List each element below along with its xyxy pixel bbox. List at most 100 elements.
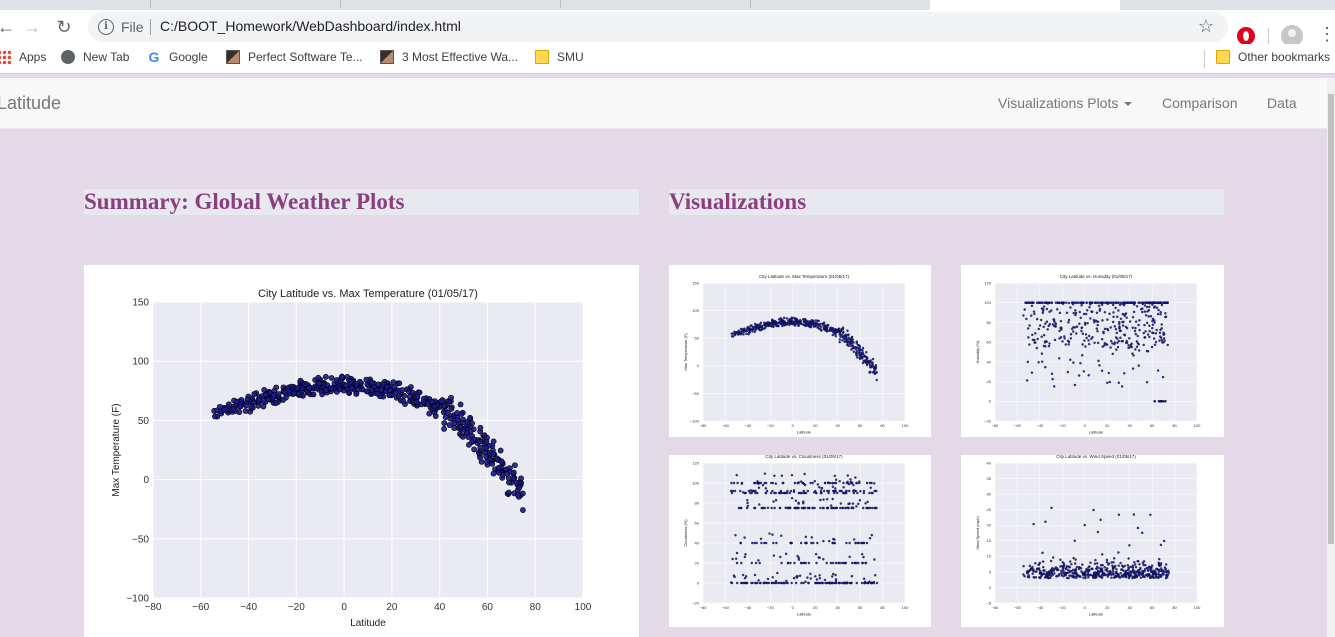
bookmark-effective-ways[interactable]: 3 Most Effective Wa... [380,50,518,64]
address-bar[interactable]: i File C:/BOOT_Homework/WebDashboard/ind… [88,12,1228,42]
data-point [1101,572,1105,575]
other-bookmarks[interactable]: Other bookmarks [1216,50,1330,64]
bookmark-google[interactable]: G Google [147,50,208,64]
thumb-temperature-plot[interactable]: −80 −60 −40 −20 0 20 40 60 80 100 −100 −50 0 50 100 150… [669,265,931,437]
data-point [859,489,862,493]
reload-icon[interactable]: ↻ [56,17,72,37]
data-point [431,403,438,410]
data-point [1131,566,1134,569]
thumb-humidity-plot[interactable]: −80 −60 −40 −20 0 20 40 60 80 100 −20 0 20 40 60 80 100 1… [961,265,1224,437]
data-point [810,536,813,539]
data-point [1031,333,1034,337]
data-point [1121,324,1125,327]
nav-visualizations-dropdown[interactable]: Visualizations Plots [998,95,1133,111]
data-point [814,581,817,585]
data-point [742,333,745,336]
profile-avatar-icon[interactable] [1281,25,1303,47]
thumb-cloudiness-plot[interactable]: −80 −60 −40 −20 0 20 40 60 80 100 −20 0 20 40 60 80 100 1… [669,454,931,627]
data-point [865,351,868,354]
data-point [1148,335,1151,339]
data-point [754,324,758,328]
data-point [753,573,757,577]
data-point [780,561,783,565]
data-point [1100,303,1104,306]
data-point [1157,572,1160,576]
data-point [769,321,772,325]
bookmark-smu[interactable]: SMU [535,50,584,64]
bookmark-apps[interactable]: Apps [0,50,46,64]
data-point [1103,327,1107,331]
data-point [1069,574,1073,577]
y-tick-label: 150 [692,280,699,285]
data-point [751,489,754,493]
data-point [1162,331,1165,334]
bookmark-perfect-software[interactable]: Perfect Software Te... [226,50,363,64]
data-point [1106,570,1109,573]
data-point [1085,301,1088,304]
data-point [785,581,788,585]
data-point [732,481,736,485]
data-point [868,361,871,365]
data-point [1121,320,1124,324]
data-point [1145,381,1149,384]
thumb-wind-plot[interactable]: −80 −60 −40 −20 0 20 40 60 80 100 −5 0 5 10 15 20 25 30 35… [961,454,1224,627]
page-scrollbar[interactable] [1327,78,1335,637]
data-point [852,491,856,495]
data-point [1164,312,1167,315]
data-point [1061,340,1064,343]
thumb-temperature-panel[interactable]: −80 −60 −40 −20 0 20 40 60 80 100 −100 −50 0 50 100 150… [669,265,931,437]
data-point [785,579,788,583]
data-point [1160,327,1163,330]
data-point [1119,317,1123,320]
thumb-wind-panel[interactable]: −80 −60 −40 −20 0 20 40 60 80 100 −5 0 5 10 15 20 25 30 35… [961,454,1224,627]
data-point [1071,571,1074,575]
data-point [764,487,768,490]
data-point [819,506,822,510]
data-point [510,475,517,482]
data-point [1127,566,1130,569]
back-icon[interactable]: ← [0,17,15,37]
cube-icon [226,50,240,64]
bookmark-star-icon[interactable]: ☆ [1197,16,1214,36]
data-point [1050,309,1053,312]
thumb-cloudiness-panel[interactable]: −80 −60 −40 −20 0 20 40 60 80 100 −20 0 20 40 60 80 100 1… [669,454,931,627]
data-point [1090,567,1093,571]
data-point [1133,329,1137,333]
scrollbar-thumb[interactable] [1328,94,1334,544]
opera-extension-icon[interactable] [1237,27,1255,45]
more-menu-icon[interactable]: ⋮ [1318,24,1335,44]
info-icon[interactable]: i [98,19,114,35]
y-tick-label: 0 [697,580,700,585]
x-tick-label: 0 [1084,423,1087,428]
data-point [1159,543,1163,547]
active-tab[interactable] [930,0,1120,10]
data-point [1115,348,1118,351]
data-point [819,489,823,493]
x-axis-label: Latitude [797,429,812,434]
data-point [1040,307,1044,310]
data-point [864,361,867,364]
thumb-humidity-panel[interactable]: −80 −60 −40 −20 0 20 40 60 80 100 −20 0 20 40 60 80 100 1… [961,265,1224,437]
address-url[interactable]: C:/BOOT_Homework/WebDashboard/index.html [160,18,461,34]
data-point [1151,301,1154,304]
data-point [1139,576,1143,579]
data-point [1096,565,1099,568]
data-point [802,489,805,493]
nav-comparison[interactable]: Comparison [1162,95,1238,111]
data-point [735,561,739,565]
data-point [1106,328,1110,332]
data-point [310,391,317,398]
data-point [281,389,288,396]
data-point [251,391,258,397]
data-point [1059,565,1062,568]
nav-data[interactable]: Data [1267,95,1297,111]
data-point [802,317,805,321]
forward-icon[interactable]: → [23,17,41,37]
data-point [800,506,804,510]
data-point [1058,329,1061,333]
data-point [1084,345,1087,348]
bookmark-new-tab[interactable]: New Tab [61,50,129,64]
data-point [757,486,761,489]
navbar-brand[interactable]: Latitude [0,93,62,113]
data-point [1040,352,1044,355]
